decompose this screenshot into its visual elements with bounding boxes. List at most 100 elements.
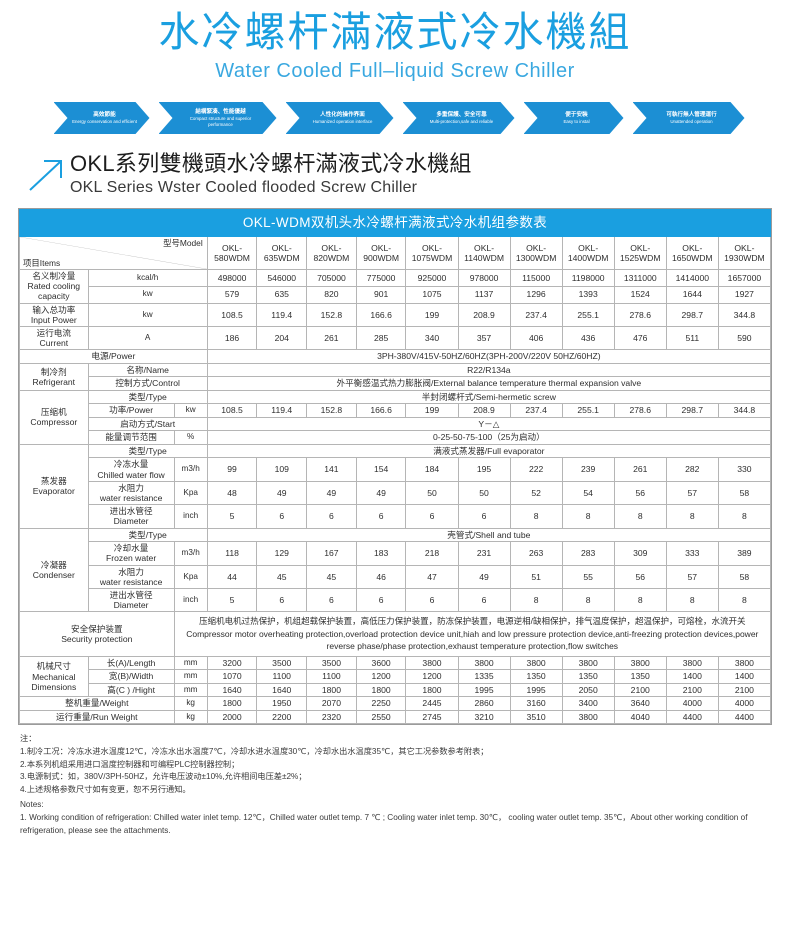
evap-flow-1: 109 (256, 457, 308, 482)
model-suffix: 1525WDM (619, 253, 661, 263)
evap-flow-9: 282 (665, 457, 719, 482)
model-suffix: 635WDM (263, 253, 300, 263)
length-9: 3800 (665, 655, 719, 671)
cond-diameter-2: 6 (306, 587, 357, 613)
sublabel-refrigerant-control: 控制方式/Control (87, 376, 208, 391)
length-2: 3500 (306, 655, 357, 671)
model-header-7: OKL- 1400WDM (561, 236, 615, 270)
unit-kpa: Kpa (173, 564, 208, 589)
width-10: 1400 (717, 669, 772, 684)
run-weight-4: 2745 (405, 709, 459, 725)
height-4: 1800 (405, 682, 459, 698)
evap-diameter-1: 6 (256, 504, 308, 529)
table-row: 控制方式/Control 外平衡感温式热力膨胀阀/External balance… (20, 376, 772, 391)
sublabel-evaporator-type: 类型/Type (87, 443, 208, 459)
table-row: 宽(B)/Width mm 1070 1100 1100 1200 1200 1335 1350… (20, 669, 772, 684)
row-label-compressor-cn: 压缩机 (40, 407, 67, 418)
value-refrigerant-name: R22/R134a (206, 362, 772, 378)
unit-kpa: Kpa (173, 480, 208, 506)
cond-resistance-1: 45 (256, 564, 308, 589)
unit-m3h: m3/h (173, 457, 208, 482)
note-cn-2: 2.本系列机组采用进口温度控制器和可编程PLC控制器控制； (20, 759, 240, 769)
unit-inch: inch (173, 587, 208, 613)
current-9: 511 (665, 326, 719, 351)
evap-diameter-4: 6 (405, 504, 459, 529)
cond-flow-4: 218 (405, 541, 459, 566)
evap-resistance-8: 56 (613, 480, 667, 506)
length-3: 3600 (355, 655, 407, 671)
run-weight-1: 2200 (256, 709, 308, 725)
unit-a: A (87, 326, 208, 351)
model-prefix: OKL- (630, 242, 651, 253)
rated-kw-6: 1296 (509, 285, 563, 304)
row-label-current: 运行电流 Current (19, 326, 89, 351)
length-4: 3800 (405, 655, 459, 671)
hero-header: 水冷螺杆滿液式冷水機組 Water Cooled Full–liquid Scr… (0, 0, 790, 84)
table-row: 功率/Power kw 108.5 119.4 152.8 166.6 199 208.9 23… (20, 403, 772, 418)
model-suffix: 820WDM (313, 253, 350, 263)
height-0: 1640 (206, 682, 258, 698)
cond-resistance-9: 57 (665, 564, 719, 589)
evap-flow-4: 184 (405, 457, 459, 482)
input-power-4: 199 (405, 302, 459, 328)
table-row: 启动方式/Start Y－△ (20, 416, 772, 432)
width-1: 1100 (256, 669, 308, 684)
unit-kg: kg (173, 709, 208, 725)
sublabel-cond-diameter-en: Diameter (113, 600, 149, 611)
current-3: 285 (355, 326, 407, 351)
weight-9: 4000 (665, 696, 719, 711)
sublabel-length: 长(A)/Length (87, 655, 175, 671)
height-7: 2050 (561, 682, 615, 698)
cond-diameter-8: 8 (613, 587, 667, 613)
model-prefix: OKL- (578, 242, 599, 253)
cond-diameter-0: 5 (206, 587, 258, 613)
cond-resistance-2: 45 (306, 564, 357, 589)
value-compressor-capacity: 0-25-50-75-100（25为启动） (206, 430, 772, 445)
length-0: 3200 (206, 655, 258, 671)
section-title-cn: OKL系列雙機頭水冷螺杆滿液式冷水機組 (70, 151, 472, 176)
hero-title-en: Water Cooled Full–liquid Screw Chiller (215, 60, 575, 82)
height-1: 1640 (256, 682, 308, 698)
rated-kw-1: 635 (256, 285, 308, 304)
table-row: 整机重量/Weight kg 1800 1950 2070 2250 2445 2860 316… (19, 696, 772, 711)
sublabel-evap-resistance-cn: 水阻力 (118, 482, 144, 493)
width-5: 1335 (457, 669, 511, 684)
row-label-current-en: Current (39, 338, 69, 349)
sublabel-cond-flow: 冷却水量 Frozen water (87, 541, 175, 566)
row-label-input-power-cn: 输入总功率 (32, 304, 76, 315)
notes-block: 注： 1.制冷工况：冷冻水进水温度12℃，冷冻水出水温度7℃，冷却水进水温度30… (20, 733, 772, 837)
feature-chevron-label-cn: 人性化的操作界面 (320, 111, 365, 118)
width-0: 1070 (206, 669, 258, 684)
cond-diameter-5: 6 (457, 587, 511, 613)
evap-resistance-7: 54 (561, 480, 615, 506)
cond-flow-3: 183 (355, 541, 407, 566)
unit-percent: % (173, 430, 208, 445)
unit-kw: kw (87, 302, 208, 328)
model-header-9: OKL- 1650WDM (665, 236, 719, 270)
model-header-4: OKL- 1075WDM (405, 236, 459, 270)
sublabel-refrigerant-name: 名称/Name (87, 362, 208, 378)
security-text-cn: 压缩机电机过热保护，机组超载保护装置，高低压力保护装置，防冻保护装置，电源逆相/… (199, 616, 746, 627)
table-row: 运行重量/Run Weight kg 2000 2200 2320 2550 2745 321… (19, 709, 772, 725)
spec-table: OKL-WDM双机头水冷螺杆满液式冷水机组参数表 型号Model 项目Items OK… (19, 209, 772, 725)
height-3: 1800 (355, 682, 407, 698)
width-4: 1200 (405, 669, 459, 684)
row-label-power-supply: 电源/Power (19, 349, 208, 364)
unit-mm: mm (173, 682, 208, 698)
evap-diameter-0: 5 (206, 504, 258, 529)
compressor-power-7: 255.1 (561, 403, 615, 418)
table-row: 冷却水量 Frozen water m3/h 118 129 167 183 218 231 26… (20, 541, 772, 566)
section-title-en: OKL Series Wster Cooled flooded Screw Ch… (70, 179, 418, 196)
table-row: 水阻力 water resistance Kpa 48 49 49 49 50 50 52 54 56… (20, 480, 772, 506)
sublabel-evap-resistance-en: water resistance (99, 493, 163, 504)
row-label-security-cn: 安全保护装置 (71, 623, 123, 634)
row-label-evaporator-cn: 蒸发器 (40, 476, 67, 487)
table-row: 机械尺寸 Mechanical Dimensions 长(A)/Length mm 32… (19, 655, 772, 698)
table-row: 蒸发器 Evaporator 类型/Type 满液式蒸发器/Full evaporat… (19, 443, 772, 529)
evap-resistance-6: 52 (509, 480, 563, 506)
weight-10: 4000 (717, 696, 772, 711)
current-6: 406 (509, 326, 563, 351)
notes-label-cn: 注： (20, 734, 37, 744)
evap-resistance-2: 49 (306, 480, 357, 506)
weight-5: 2860 (457, 696, 511, 711)
